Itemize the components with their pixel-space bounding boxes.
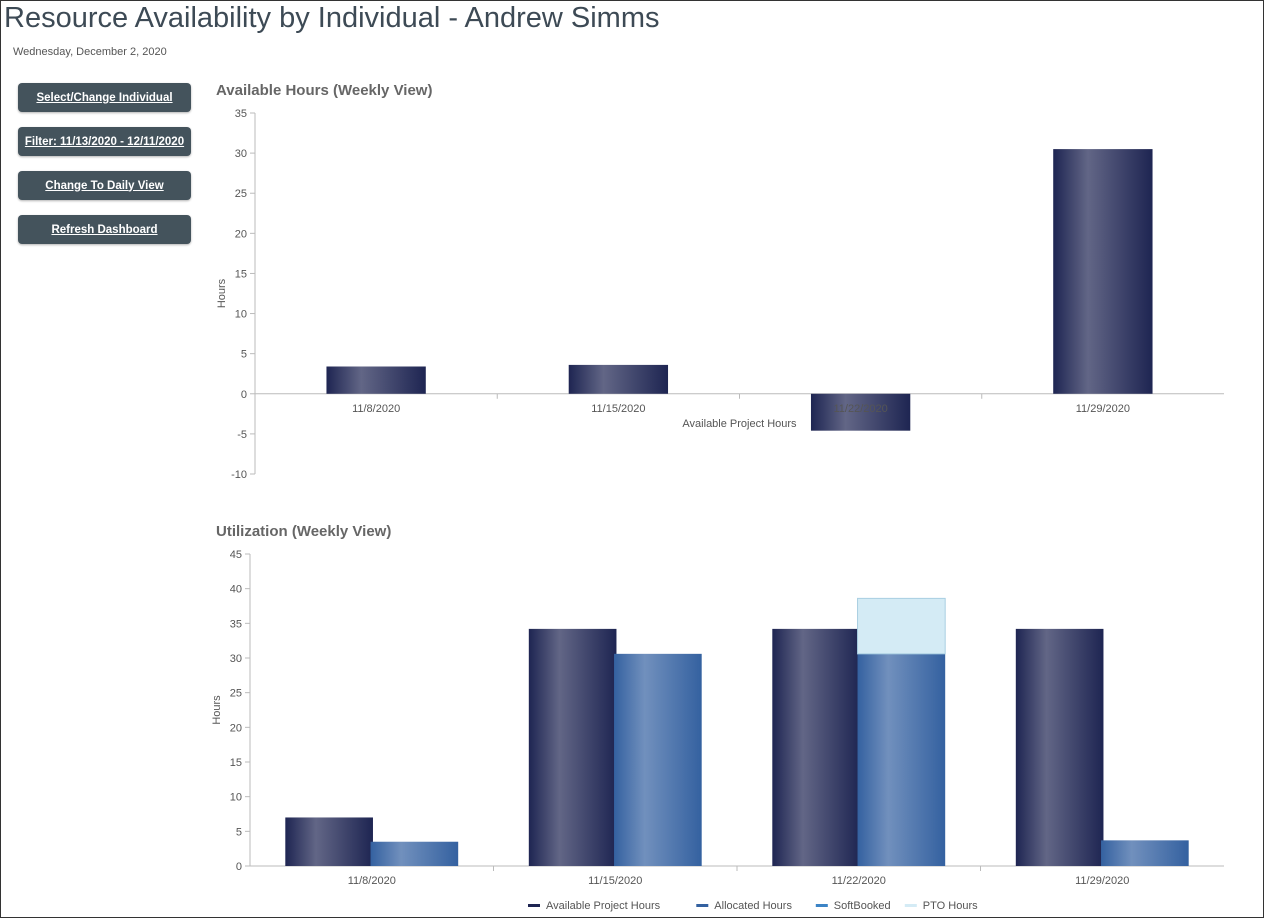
y-tick-label: 0 <box>241 389 247 401</box>
legend-label: Available Project Hours <box>682 418 797 430</box>
bar-pto-hours <box>857 597 946 655</box>
y-tick-label: 35 <box>230 618 242 630</box>
legend-label: SoftBooked <box>834 900 891 912</box>
y-tick-label: 15 <box>230 757 242 769</box>
y-axis-label: Hours <box>216 278 228 308</box>
y-tick-label: -10 <box>231 469 247 481</box>
filter-date-range-button[interactable]: Filter: 11/13/2020 - 12/11/2020 <box>18 127 191 156</box>
legend-swatch <box>904 904 917 907</box>
y-tick-label: 40 <box>230 584 242 596</box>
bar-available-project-hours <box>1015 628 1104 866</box>
x-tick-label: 11/22/2020 <box>834 403 888 415</box>
page-date: Wednesday, December 2, 2020 <box>13 46 167 58</box>
x-tick-label: 11/8/2020 <box>348 875 396 887</box>
bar-allocated-hours <box>370 841 459 866</box>
x-tick-label: 11/29/2020 <box>1075 875 1129 887</box>
legend-swatch <box>696 904 709 907</box>
y-tick-label: 30 <box>230 653 242 665</box>
refresh-dashboard-button[interactable]: Refresh Dashboard <box>18 215 191 244</box>
bar-allocated-hours <box>857 653 946 866</box>
y-tick-label: 20 <box>235 228 247 240</box>
y-tick-label: 25 <box>230 688 242 700</box>
x-tick-label: 11/29/2020 <box>1076 403 1130 415</box>
y-tick-label: 10 <box>230 792 242 804</box>
available-hours-chart-title: Available Hours (Weekly View) <box>216 82 433 99</box>
y-tick-label: 5 <box>241 349 247 361</box>
bar-available-project-hours <box>772 628 860 866</box>
y-tick-label: 10 <box>235 309 247 321</box>
legend-label: PTO Hours <box>923 900 978 912</box>
y-tick-label: 0 <box>236 861 242 873</box>
bar-allocated-hours <box>1101 840 1189 866</box>
bar-allocated-hours <box>614 653 702 866</box>
y-axis-label: Hours <box>211 695 223 725</box>
utilization-chart: 0 5 10 15 20 25 30 35 40 45 Hours 11/8/2020 11/15/20… <box>211 549 1224 912</box>
y-tick-label: -5 <box>237 429 247 441</box>
y-tick-label: 45 <box>230 549 242 561</box>
legend-label: Allocated Hours <box>714 900 792 912</box>
select-change-individual-button[interactable]: Select/Change Individual <box>18 83 191 112</box>
y-tick-label: 20 <box>230 722 242 734</box>
x-tick-label: 11/15/2020 <box>591 403 645 415</box>
chart-legend: Available Project Hours Allocated Hours So… <box>528 900 978 912</box>
bar-available-project-hours <box>568 364 669 394</box>
change-to-daily-view-button[interactable]: Change To Daily View <box>18 171 191 200</box>
bar-available-project-hours <box>810 393 911 431</box>
x-tick-label: 11/8/2020 <box>352 403 400 415</box>
bar-available-project-hours <box>1053 149 1153 394</box>
y-tick-label: 25 <box>235 188 247 200</box>
legend-label: Available Project Hours <box>546 900 661 912</box>
y-tick-label: 35 <box>235 108 247 120</box>
y-tick-label: 30 <box>235 148 247 160</box>
legend-swatch <box>815 904 828 907</box>
legend-swatch <box>528 904 540 907</box>
bar-available-project-hours <box>528 628 617 866</box>
page-title: Resource Availability by Individual - An… <box>4 2 660 34</box>
available-hours-chart: -10 -5 0 5 10 15 20 25 30 35 Hours 11/8/2020 11/15/2… <box>216 108 1224 481</box>
x-tick-label: 11/22/2020 <box>832 875 886 887</box>
y-tick-label: 5 <box>236 826 242 838</box>
bar-available-project-hours <box>285 817 373 866</box>
bar-available-project-hours <box>326 366 426 394</box>
utilization-chart-title: Utilization (Weekly View) <box>216 523 392 540</box>
y-tick-label: 15 <box>235 268 247 280</box>
x-tick-label: 11/15/2020 <box>588 875 642 887</box>
